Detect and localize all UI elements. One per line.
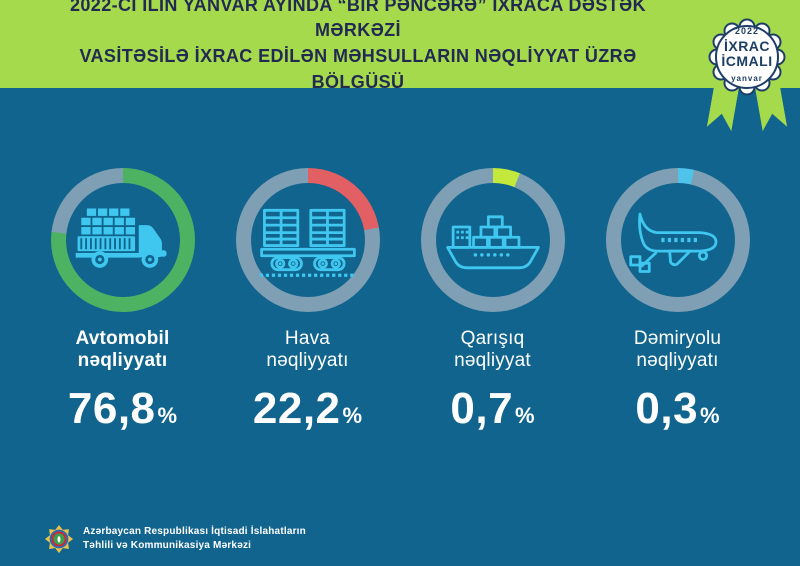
donut-chart-air	[235, 168, 380, 312]
percent-sign: %	[700, 403, 720, 429]
donut-chart-road	[50, 168, 195, 312]
value-mixed-transport: 0,7 %	[450, 384, 535, 434]
value-railway-transport: 0,3 %	[635, 384, 720, 434]
column-railway-transport: Dəmiryolu nəqliyyatı 0,3 %	[585, 168, 770, 434]
cargo-ship-icon	[421, 168, 565, 312]
label-road-transport: Avtomobil nəqliyyatı	[75, 328, 170, 372]
column-air-transport: Hava nəqliyyatı 22,2 %	[215, 168, 400, 434]
page-title: 2022-Cİ İLİN YANVAR AYINDA “BİR PƏNCƏRƏ”…	[34, 0, 682, 95]
award-badge: 2022 İXRAC İCMALI yanvar	[702, 12, 794, 150]
badge-title-line1: İXRAC	[723, 38, 771, 54]
value-air-transport: 22,2 %	[252, 384, 363, 434]
label-mixed-transport: Qarışıq nəqliyyat	[454, 328, 531, 372]
footer-org: Azərbaycan Respublikası İqtisadi İslahat…	[44, 524, 306, 554]
column-road-transport: Avtomobil nəqliyyatı 76,8 %	[30, 168, 215, 434]
badge-month: yanvar	[731, 74, 763, 83]
percent-sign: %	[157, 403, 178, 429]
transport-charts-row: Avtomobil nəqliyyatı 76,8 %	[0, 168, 800, 434]
percent-sign: %	[342, 403, 363, 429]
donut-chart-railway	[605, 168, 750, 312]
truck-icon	[51, 168, 195, 312]
page-title-line1: 2022-Cİ İLİN YANVAR AYINDA “BİR PƏNCƏRƏ”…	[69, 0, 647, 41]
header-band: 2022-Cİ İLİN YANVAR AYINDA “BİR PƏNCƏRƏ”…	[0, 0, 800, 92]
label-air-transport: Hava nəqliyyatı	[266, 328, 349, 372]
page-title-line2: VASİTƏSİLƏ İXRAC EDİLƏN MƏHSULLARIN NƏQL…	[79, 46, 637, 92]
org-name: Azərbaycan Respublikası İqtisadi İslahat…	[83, 525, 306, 552]
seal-rosette-icon	[708, 18, 786, 96]
badge-title-line2: İCMALI	[721, 53, 773, 69]
azerbaijan-emblem-icon	[44, 524, 74, 554]
freight-wagon-icon	[236, 168, 380, 312]
cargo-plane-icon	[606, 168, 750, 312]
donut-chart-mixed	[420, 168, 565, 312]
seal-text: 2022 İXRAC İCMALI yanvar	[702, 12, 792, 102]
label-railway-transport: Dəmiryolu nəqliyyatı	[633, 328, 722, 372]
value-road-transport: 76,8 %	[67, 384, 178, 434]
badge-year: 2022	[734, 26, 760, 36]
column-mixed-transport: Qarışıq nəqliyyat 0,7 %	[400, 168, 585, 434]
percent-sign: %	[515, 403, 535, 429]
